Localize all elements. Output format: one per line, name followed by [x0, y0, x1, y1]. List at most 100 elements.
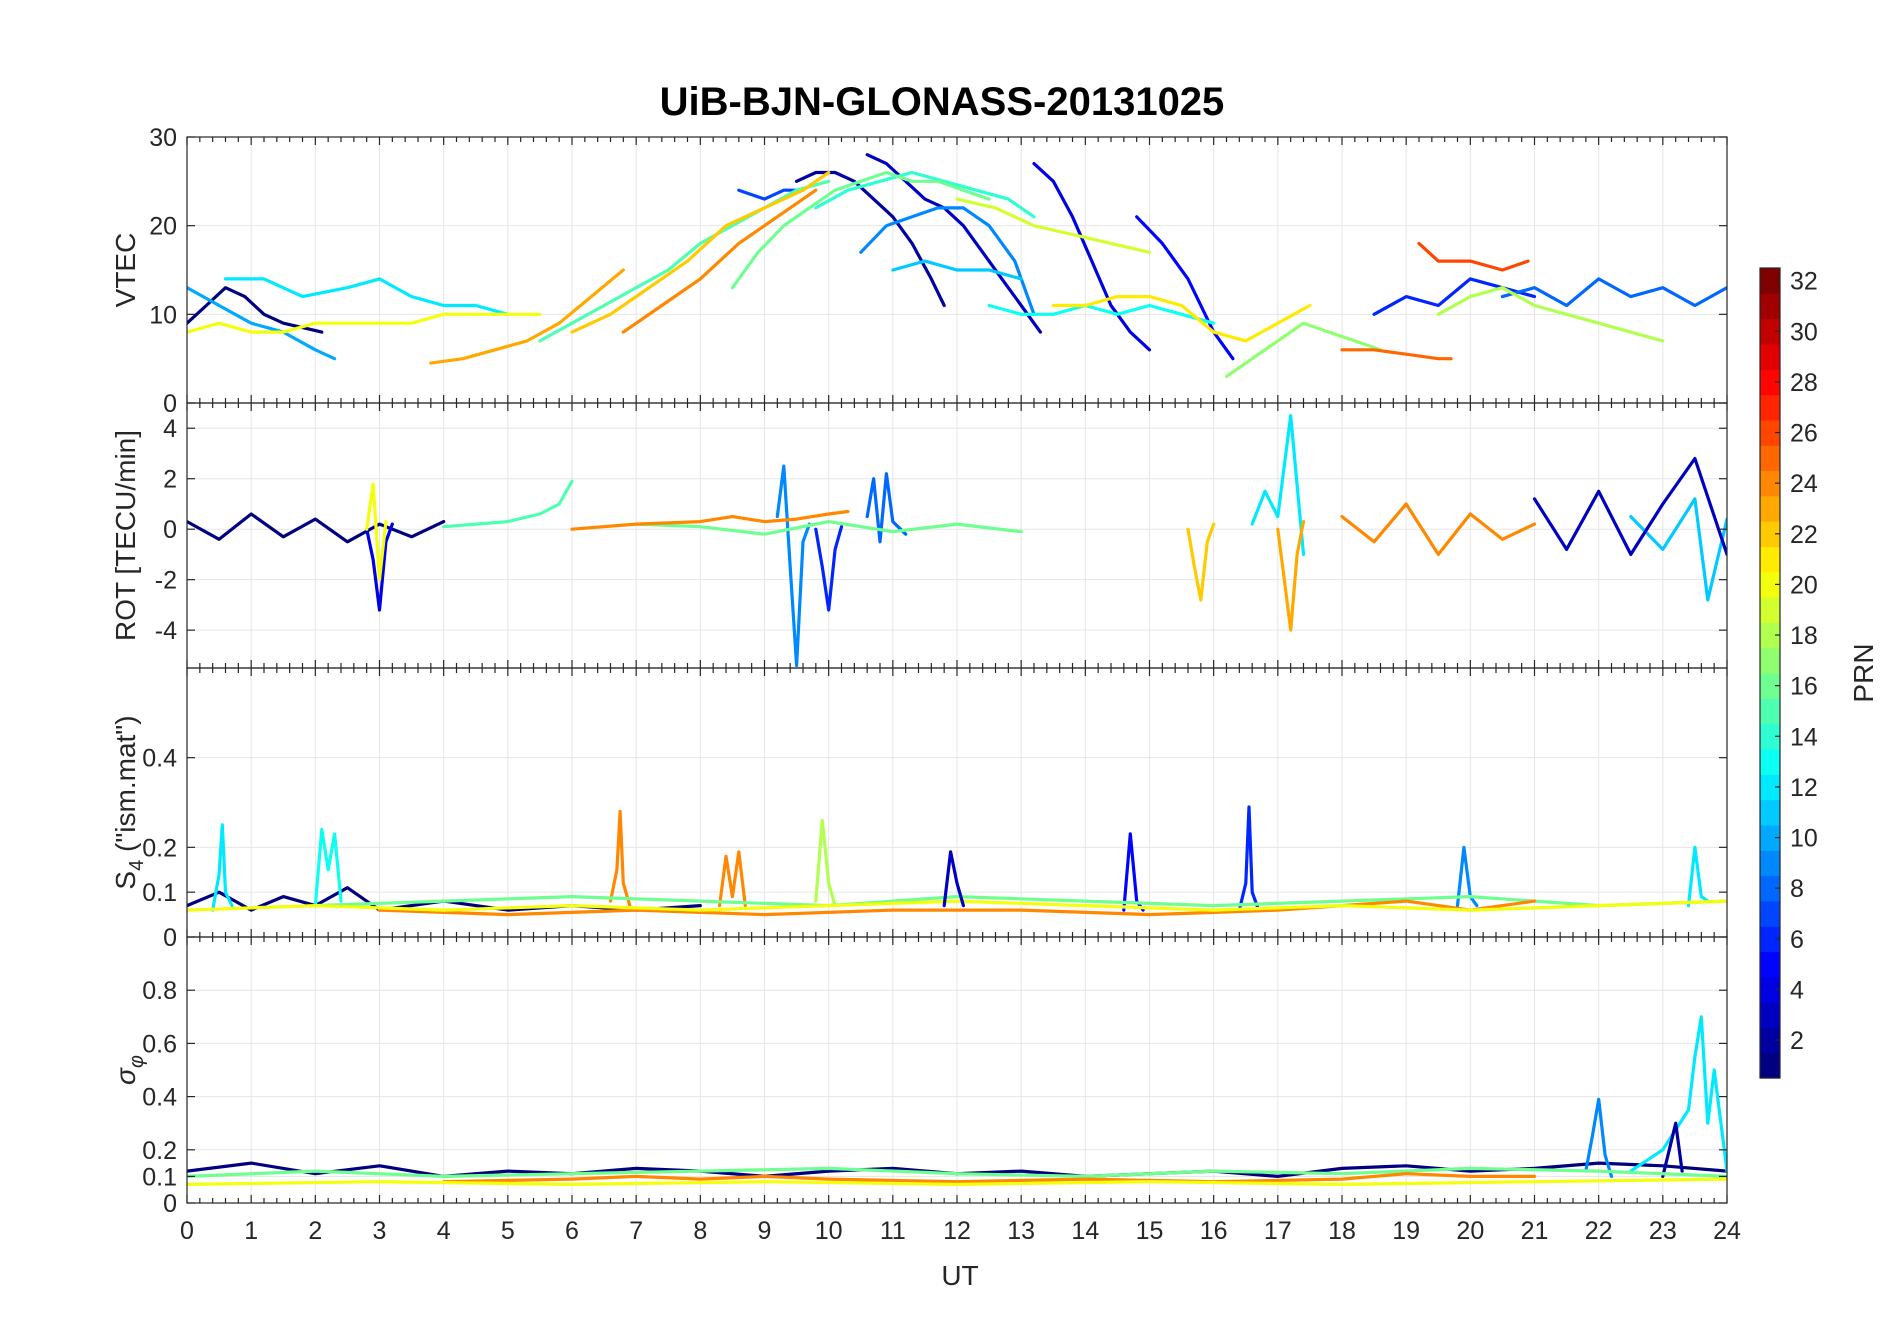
series-prn-21	[1051, 295, 1312, 343]
x-tick-label: 1	[244, 1217, 258, 1245]
colorbar-tick-label: 22	[1790, 521, 1818, 549]
y-tick-label: 0.6	[142, 1030, 177, 1058]
series-prn-10	[187, 286, 337, 361]
colorbar-swatch	[1760, 268, 1780, 294]
colorbar-tick-label: 12	[1790, 774, 1818, 802]
series-prn-20	[187, 312, 542, 334]
series-prn-6	[1237, 805, 1261, 912]
series-prn-3	[865, 153, 1042, 334]
chart-title: UiB-BJN-GLONASS-20131025	[660, 80, 1225, 124]
x-tick-label: 10	[815, 1217, 843, 1245]
series-prn-15	[442, 479, 574, 529]
x-axis: UT	[941, 1260, 978, 1291]
series-prn-2	[1661, 1121, 1684, 1178]
colorbar-swatch	[1760, 698, 1780, 725]
series-prn-8	[865, 472, 908, 544]
series-prn-9	[859, 206, 1036, 316]
colorbar-swatch	[1760, 571, 1780, 598]
colorbar-tick-label: 6	[1790, 926, 1804, 954]
colorbar-frame	[1759, 267, 1781, 1079]
colorbar-tick-label: 30	[1790, 318, 1818, 346]
series-prn-4	[1032, 162, 1152, 352]
colorbar-tick-label: 24	[1790, 470, 1818, 498]
s4-ylabel-s: S	[110, 871, 141, 890]
x-tick-label: 2	[308, 1217, 322, 1245]
colorbar-tick-label: 10	[1790, 825, 1818, 853]
y-tick-label: 0.2	[142, 1137, 177, 1165]
series-prn-12	[1686, 845, 1710, 908]
panel-s4-series	[187, 805, 1727, 917]
colorbar-tick-label: 28	[1790, 369, 1818, 397]
colorbar-swatch	[1760, 1002, 1780, 1028]
y-tick-label: 0.4	[142, 745, 177, 773]
panel-rot-ylabel: ROT [TECU/min]	[110, 430, 141, 641]
panel-vtec-series	[187, 153, 1727, 378]
x-tick-label: 12	[943, 1217, 971, 1245]
x-tick-label: 0	[180, 1217, 194, 1245]
y-tick-label: -4	[155, 617, 177, 645]
colorbar-swatch	[1760, 850, 1780, 877]
series-prn-20	[187, 899, 1727, 912]
series-prn-23	[429, 268, 625, 365]
colorbar-swatch	[1760, 875, 1780, 902]
series-prn-4	[365, 522, 394, 612]
series-prn-26	[1417, 241, 1530, 272]
panel-s4: 00.10.20.4S4 ("ism.mat")	[110, 667, 1728, 952]
series-prn-12	[1629, 1015, 1727, 1173]
sigma-ylabel-sub: φ	[126, 1055, 148, 1068]
panel-sigma-ylabel: σφ	[110, 1055, 148, 1085]
series-prn-17	[1224, 321, 1383, 378]
series-prn-9	[775, 464, 811, 668]
panel-rot: -4 -2 0 2 4 ROT [TECU/min]	[110, 402, 1728, 669]
panel-vtec: 0 10 20 30 VTEC	[110, 124, 1728, 418]
series-prn-13	[313, 827, 343, 908]
sigma-ylabel-main: σ	[110, 1067, 141, 1085]
x-tick-label: 20	[1456, 1217, 1484, 1245]
y-tick-label: 0.4	[142, 1084, 177, 1112]
colorbar-tick-label: 4	[1790, 976, 1804, 1004]
series-prn-16	[187, 1166, 1727, 1178]
x-tick-label: 11	[880, 1217, 906, 1245]
x-tick-label: 5	[501, 1217, 515, 1245]
colorbar-swatch	[1760, 597, 1780, 623]
series-prn-18	[1436, 286, 1665, 343]
series-prn-18	[814, 818, 837, 908]
colorbar-tick-label: 20	[1790, 571, 1818, 599]
x-tick-label: 22	[1585, 1217, 1613, 1245]
x-tick-label: 13	[1007, 1217, 1035, 1245]
series-prn-24	[442, 1172, 1537, 1184]
series-prn-22	[570, 170, 831, 334]
series-prn-9	[1455, 845, 1479, 908]
y-tick-label: 30	[149, 124, 177, 152]
colorbar-swatch	[1760, 419, 1780, 446]
colorbar-swatch	[1760, 546, 1780, 573]
colorbar-swatch	[1760, 293, 1780, 320]
y-tick-label: -2	[155, 567, 177, 595]
colorbar-swatch	[1760, 799, 1780, 826]
series-prn-3	[942, 850, 965, 908]
y-tick-label: 0.2	[142, 834, 177, 862]
colorbar-swatch	[1760, 774, 1780, 801]
series-prn-1	[187, 512, 446, 544]
series-prn-12	[1250, 414, 1306, 556]
x-tick-label: 7	[629, 1217, 643, 1245]
s4-ylabel-rest: ("ism.mat")	[110, 715, 141, 859]
colorbar-swatch	[1760, 951, 1780, 978]
colorbar-tick-label: 16	[1790, 673, 1818, 701]
colorbar-tick-label: 18	[1790, 622, 1818, 650]
panel-sigma-series	[187, 1015, 1727, 1186]
colorbar-swatch	[1760, 470, 1780, 497]
series-prn-5	[1122, 832, 1145, 912]
series-prn-22	[1186, 522, 1216, 602]
y-tick-label: 0	[163, 1190, 177, 1218]
series-prn-8	[1500, 277, 1727, 308]
x-tick-label: 9	[758, 1217, 772, 1245]
panel-sigma-grid	[186, 937, 1728, 1204]
series-prn-12	[223, 277, 510, 316]
x-tick-label: 4	[437, 1217, 451, 1245]
colorbar-swatch	[1760, 723, 1780, 750]
series-prn-14	[814, 170, 1036, 219]
colorbar-swatch	[1760, 824, 1780, 851]
